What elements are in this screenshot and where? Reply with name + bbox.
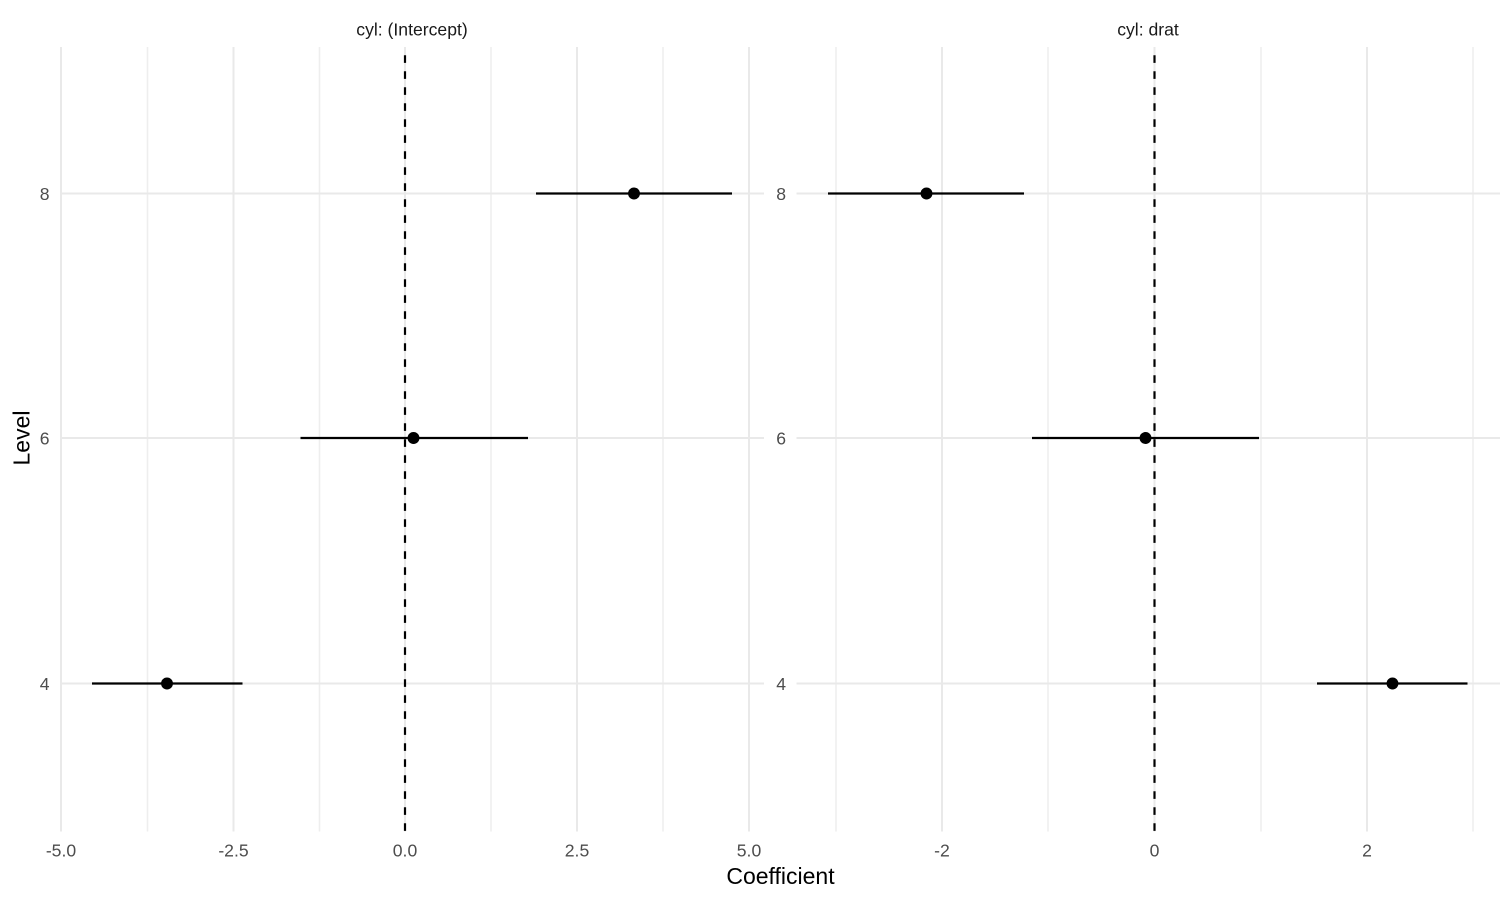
svg-text:Level: Level bbox=[9, 411, 35, 466]
svg-text:8: 8 bbox=[40, 184, 50, 204]
svg-text:2: 2 bbox=[1362, 841, 1372, 861]
svg-text:-5.0: -5.0 bbox=[46, 841, 77, 861]
svg-text:4: 4 bbox=[40, 674, 50, 694]
svg-text:cyl: drat: cyl: drat bbox=[1117, 19, 1179, 39]
svg-text:0: 0 bbox=[1150, 841, 1160, 861]
svg-text:cyl: (Intercept): cyl: (Intercept) bbox=[356, 19, 467, 39]
svg-text:6: 6 bbox=[40, 428, 50, 448]
svg-text:4: 4 bbox=[776, 674, 786, 694]
svg-text:Coefficient: Coefficient bbox=[726, 863, 835, 889]
svg-text:5.0: 5.0 bbox=[737, 841, 762, 861]
svg-text:-2.5: -2.5 bbox=[218, 841, 249, 861]
svg-text:-2: -2 bbox=[934, 841, 950, 861]
svg-text:6: 6 bbox=[776, 428, 786, 448]
svg-text:8: 8 bbox=[776, 184, 786, 204]
svg-text:2.5: 2.5 bbox=[565, 841, 590, 861]
svg-text:0.0: 0.0 bbox=[393, 841, 418, 861]
